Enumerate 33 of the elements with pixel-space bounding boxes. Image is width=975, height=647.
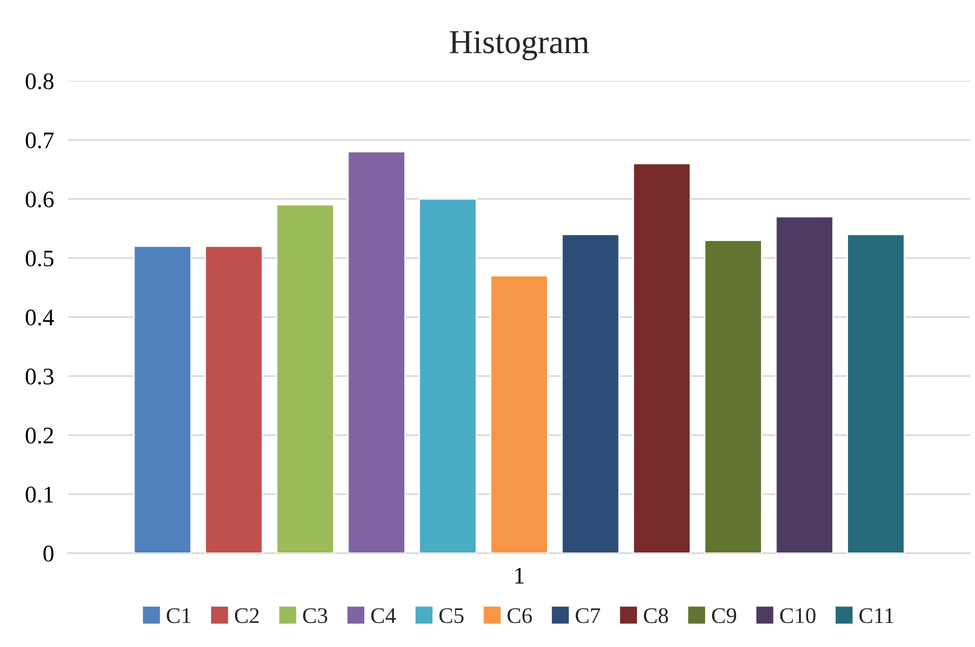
legend-label: C8 xyxy=(644,608,668,624)
bar xyxy=(561,234,620,554)
y-tick-label: 0 xyxy=(43,546,54,562)
bar xyxy=(276,204,334,554)
bar xyxy=(632,162,692,554)
y-tick-label: 0.6 xyxy=(26,191,54,208)
legend-label: C2 xyxy=(234,608,259,624)
legend-label: C11 xyxy=(859,608,894,624)
bar xyxy=(204,245,264,554)
x-tick-label: 1 xyxy=(515,568,524,584)
y-tick-label: 0.1 xyxy=(26,486,53,503)
bar xyxy=(775,216,834,554)
legend-label: C1 xyxy=(166,608,190,624)
legend-label: C10 xyxy=(780,608,816,624)
bar xyxy=(347,151,406,554)
bar xyxy=(704,240,762,554)
legend-label: C9 xyxy=(712,608,736,624)
y-tick-label: 0.2 xyxy=(26,428,54,444)
legend-label: C5 xyxy=(439,608,464,624)
chart-title: Histogram xyxy=(450,31,590,60)
y-tick-label: 0.8 xyxy=(26,73,54,90)
bar xyxy=(133,245,192,554)
legend-label: C7 xyxy=(576,608,600,624)
bar xyxy=(418,198,478,554)
bar xyxy=(846,234,906,554)
y-tick-label: 0.7 xyxy=(26,132,54,148)
legend-label: C6 xyxy=(508,608,532,624)
legend-label: C3 xyxy=(303,608,328,624)
bar xyxy=(490,275,548,554)
y-tick-label: 0.5 xyxy=(26,250,54,267)
y-tick-label: 0.4 xyxy=(26,310,54,326)
legend-label: C4 xyxy=(371,608,396,624)
y-tick-label: 0.3 xyxy=(26,368,54,385)
